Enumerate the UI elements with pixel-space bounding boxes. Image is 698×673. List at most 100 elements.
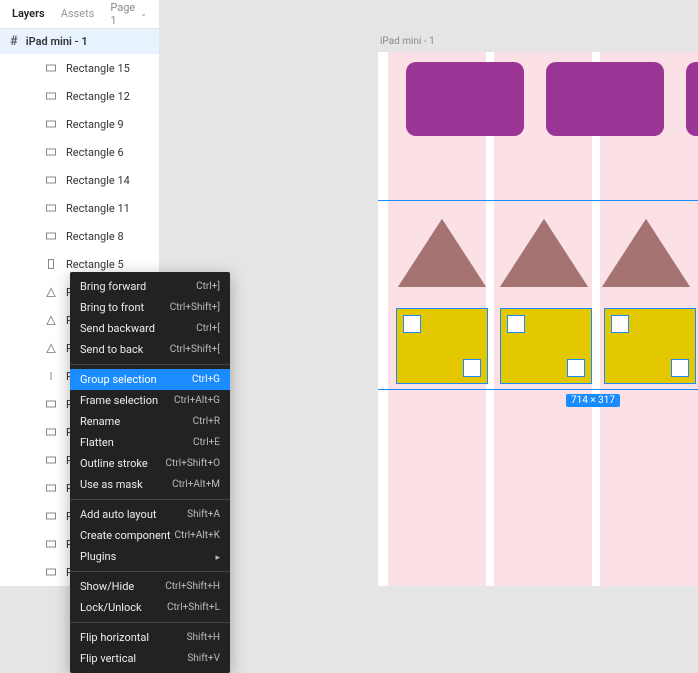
menu-item[interactable]: Outline strokeCtrl+Shift+O (70, 453, 230, 474)
menu-item[interactable]: Lock/UnlockCtrl+Shift+L (70, 597, 230, 618)
menu-item[interactable]: Bring forwardCtrl+] (70, 276, 230, 297)
polygon-icon (46, 287, 56, 297)
menu-item[interactable]: FlattenCtrl+E (70, 432, 230, 453)
rectangle-icon (46, 147, 56, 157)
layer-item[interactable]: Rectangle 12 (0, 82, 159, 110)
purple-rect[interactable] (546, 62, 664, 136)
small-square[interactable] (567, 359, 585, 377)
menu-item-label: Send backward (80, 322, 155, 335)
menu-item-label: Frame selection (80, 394, 158, 407)
menu-item-label: Flatten (80, 436, 114, 449)
menu-item-label: Bring to front (80, 301, 144, 314)
layer-item[interactable]: Rectangle 9 (0, 110, 159, 138)
menu-item[interactable]: Frame selection Ctrl+Alt+G (70, 390, 230, 411)
menu-item[interactable]: Group selection Ctrl+G (70, 369, 230, 390)
menu-item-label: Rename (80, 415, 120, 428)
layer-item[interactable]: Rectangle 15 (0, 54, 159, 82)
menu-item-label: Bring forward (80, 280, 146, 293)
polygon-icon (46, 315, 56, 325)
small-square[interactable] (403, 315, 421, 333)
menu-item-label: Use as mask (80, 478, 143, 491)
frame-item[interactable]: # iPad mini - 1 (0, 29, 159, 54)
rectangle-icon (46, 511, 56, 521)
rectangle-icon (46, 427, 56, 437)
menu-shortcut: Ctrl+Shift+L (167, 602, 220, 613)
menu-item-label: Group selection (80, 373, 157, 386)
rectangle-icon (46, 567, 56, 577)
menu-shortcut: Ctrl+Shift+[ (170, 344, 220, 355)
frame-label: iPad mini - 1 (26, 35, 88, 48)
menu-shortcut: Ctrl+Alt+G (174, 395, 220, 406)
menu-separator (70, 571, 230, 572)
triangle-shape[interactable] (602, 219, 690, 287)
menu-item-label: Outline stroke (80, 457, 148, 470)
small-square[interactable] (611, 315, 629, 333)
menu-item[interactable]: Flip horizontalShift+H (70, 627, 230, 648)
selection-size-badge: 714 × 317 (566, 394, 620, 407)
page-selector-label: Page 1 (110, 1, 138, 27)
purple-rect[interactable] (406, 62, 524, 136)
layer-label: Rectangle 8 (66, 230, 124, 243)
menu-separator (70, 364, 230, 365)
purple-row (406, 62, 698, 136)
layer-label: Rectangle 15 (66, 62, 130, 75)
menu-shortcut: Ctrl+[ (196, 323, 220, 334)
menu-item-label: Flip vertical (80, 652, 136, 665)
menu-separator (70, 499, 230, 500)
layer-item[interactable]: Rectangle 11 (0, 194, 159, 222)
tab-assets[interactable]: Assets (61, 7, 95, 20)
menu-shortcut: Ctrl+Shift+] (170, 302, 220, 313)
yellow-rect[interactable] (500, 308, 592, 384)
layer-item[interactable]: Rectangle 14 (0, 166, 159, 194)
triangle-shape[interactable] (500, 219, 588, 287)
layer-label: Rectangle 14 (66, 174, 130, 187)
layer-item[interactable]: Rectangle 8 (0, 222, 159, 250)
menu-item[interactable]: Create componentCtrl+Alt+K (70, 525, 230, 546)
rectangle-icon (46, 203, 56, 213)
menu-item[interactable]: Send backward Ctrl+[ (70, 318, 230, 339)
menu-item-label: Show/Hide (80, 580, 134, 593)
menu-shortcut: Ctrl+Alt+K (175, 530, 220, 541)
menu-shortcut: Ctrl+Alt+M (172, 479, 220, 490)
layer-label: Rectangle 11 (66, 202, 130, 215)
triangle-shape[interactable] (398, 219, 486, 287)
triangle-row (398, 219, 698, 287)
menu-separator (70, 622, 230, 623)
small-square[interactable] (671, 359, 689, 377)
layer-label: Rectangle 5 (66, 258, 124, 271)
menu-item[interactable]: Use as mask Ctrl+Alt+M (70, 474, 230, 495)
layer-item[interactable]: Rectangle 6 (0, 138, 159, 166)
polygon-icon (46, 343, 56, 353)
menu-item[interactable]: Add auto layoutShift+A (70, 504, 230, 525)
menu-item[interactable]: Bring to front Ctrl+Shift+] (70, 297, 230, 318)
small-square[interactable] (507, 315, 525, 333)
layer-label: Rectangle 9 (66, 118, 124, 131)
menu-item[interactable]: Plugins (70, 546, 230, 567)
rectangle-icon (46, 483, 56, 493)
small-square[interactable] (463, 359, 481, 377)
chevron-right-icon (215, 550, 220, 563)
menu-item[interactable]: Flip vertical Shift+V (70, 648, 230, 669)
tab-layers[interactable]: Layers (12, 7, 45, 20)
menu-shortcut: Ctrl+G (192, 374, 220, 385)
chevron-down-icon: ⌄ (140, 9, 147, 18)
yellow-rect[interactable] (604, 308, 696, 384)
artboard[interactable]: 714 × 317 (378, 52, 698, 586)
menu-item[interactable]: Show/HideCtrl+Shift+H (70, 576, 230, 597)
canvas[interactable]: iPad mini - 1 714 × 317 (160, 0, 698, 586)
rectangle-icon (46, 231, 56, 241)
menu-item-label: Flip horizontal (80, 631, 149, 644)
page-selector[interactable]: Page 1 ⌄ (110, 1, 147, 27)
menu-shortcut: Shift+V (187, 653, 220, 664)
menu-shortcut: Ctrl+R (193, 416, 220, 427)
rectangle-icon (46, 63, 56, 73)
purple-rect[interactable] (686, 62, 698, 136)
yellow-rect[interactable] (396, 308, 488, 384)
rectangle-icon (46, 539, 56, 549)
context-menu[interactable]: Bring forwardCtrl+] Bring to front Ctrl+Sh… (70, 272, 230, 673)
menu-item[interactable]: Send to backCtrl+Shift+[ (70, 339, 230, 360)
menu-item[interactable]: Rename Ctrl+R (70, 411, 230, 432)
menu-item-label: Plugins (80, 550, 116, 563)
yellow-row (396, 308, 698, 384)
canvas-frame-label: iPad mini - 1 (380, 36, 435, 47)
